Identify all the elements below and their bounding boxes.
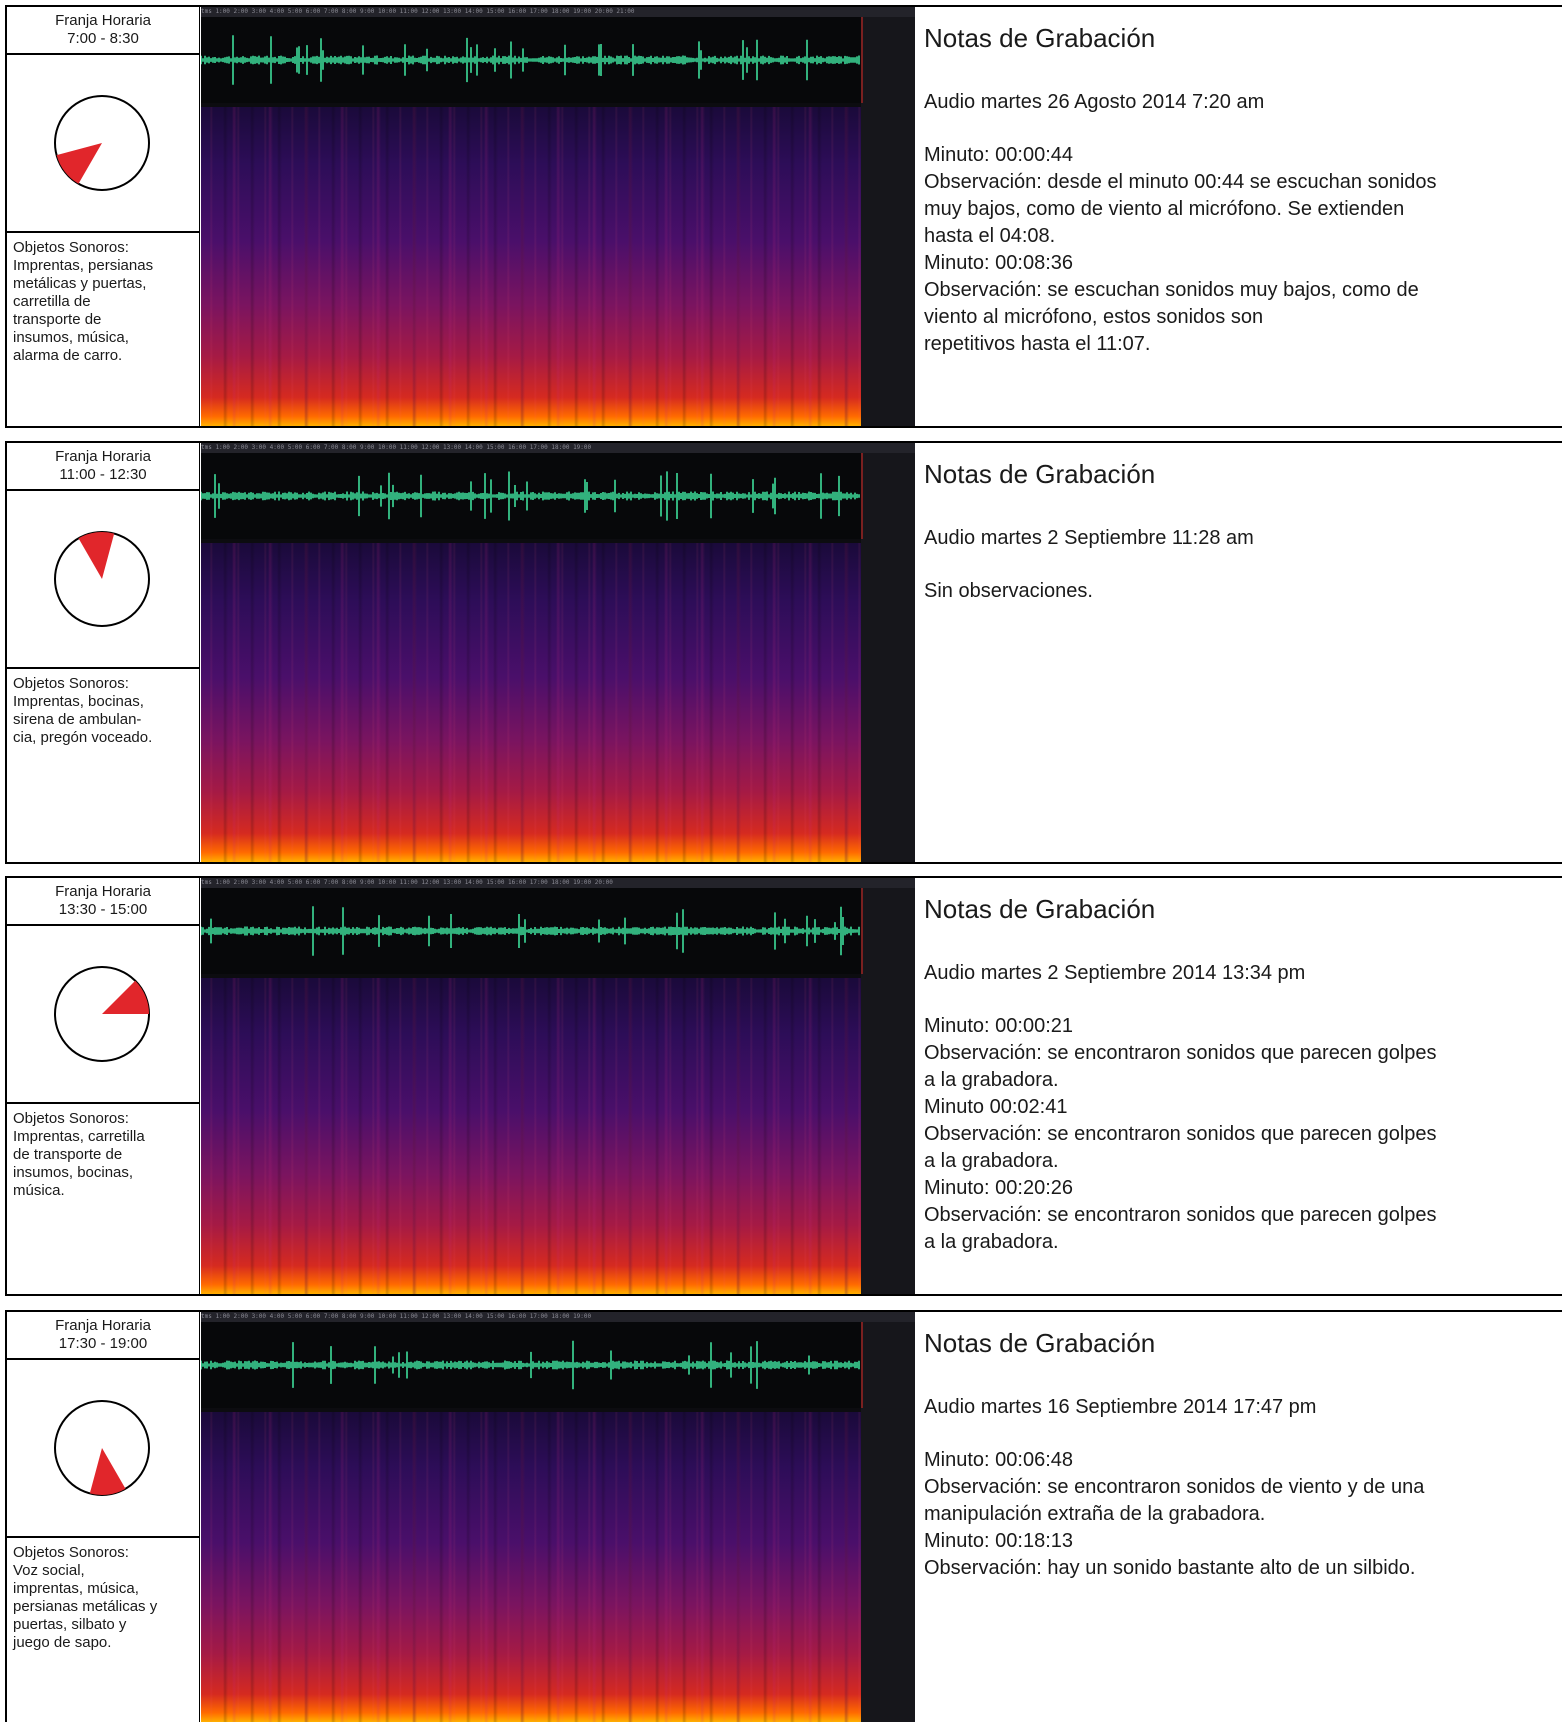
audio-editor-view[interactable]: tms 1:00 2:00 3:00 4:00 5:00 6:00 7:00 8… — [201, 1312, 915, 1722]
time-slot-wedge — [102, 980, 149, 1014]
time-slot-range: 13:30 - 15:00 — [58, 901, 148, 918]
time-slot-header: Franja Horaria 7:00 - 8:30 — [7, 7, 199, 55]
time-slot-range: 7:00 - 8:30 — [67, 30, 139, 47]
timeline-ruler[interactable]: tms 1:00 2:00 3:00 4:00 5:00 6:00 7:00 8… — [201, 878, 915, 888]
audio-date: Audio martes 26 Agosto 2014 7:20 am — [924, 91, 1265, 113]
clock-icon — [54, 531, 150, 627]
time-slot-label: Franja Horaria — [55, 12, 151, 29]
time-slot-range: 11:00 - 12:30 — [59, 466, 147, 483]
waveform[interactable] — [201, 453, 861, 539]
waveform-graphic — [201, 471, 860, 521]
level-meter — [861, 17, 915, 426]
waveform-trace — [201, 471, 860, 521]
recording-row-2: Franja Horaria 11:00 - 12:30 Objetos Son… — [5, 441, 1562, 864]
time-slot-label: Franja Horaria — [55, 883, 151, 900]
notes-title: Notas de Grabación — [924, 23, 1156, 53]
meter-line — [861, 453, 863, 539]
clock-diagram — [7, 55, 199, 233]
clock-diagram — [7, 926, 199, 1104]
level-meter — [861, 888, 915, 1294]
time-slot-wedge — [78, 532, 115, 579]
time-slot-range: 17:30 - 19:00 — [58, 1335, 148, 1352]
meter-line — [861, 888, 863, 974]
spectrogram[interactable] — [201, 978, 861, 1294]
meter-line — [861, 17, 863, 103]
timeline-ruler[interactable]: tms 1:00 2:00 3:00 4:00 5:00 6:00 7:00 8… — [201, 443, 915, 453]
observations: Minuto: 00:00:21 Observación: se encontr… — [924, 1015, 1437, 1253]
time-slot-wedge — [56, 143, 102, 184]
timeline-ruler[interactable]: tms 1:00 2:00 3:00 4:00 5:00 6:00 7:00 8… — [201, 7, 915, 17]
time-slot-column: Franja Horaria 11:00 - 12:30 Objetos Son… — [7, 443, 200, 862]
recording-notes: Notas de Grabación Audio martes 2 Septie… — [924, 878, 1562, 1294]
audio-editor-view[interactable]: tms 1:00 2:00 3:00 4:00 5:00 6:00 7:00 8… — [201, 443, 915, 862]
observations: Sin observaciones. — [924, 580, 1093, 602]
waveform-trace — [201, 906, 860, 956]
recording-row-3: Franja Horaria 13:30 - 15:00 Objetos Son… — [5, 876, 1562, 1296]
time-slot-column: Franja Horaria 7:00 - 8:30 Objetos Sonor… — [7, 7, 200, 426]
recording-notes: Notas de Grabación Audio martes 26 Agost… — [924, 7, 1562, 426]
recording-notes: Notas de Grabación Audio martes 2 Septie… — [924, 443, 1562, 862]
sound-objects: Objetos Sonoros: Imprentas, persianas me… — [13, 239, 154, 364]
time-slot-header: Franja Horaria 13:30 - 15:00 — [7, 878, 199, 926]
waveform[interactable] — [201, 888, 861, 974]
time-slot-label: Franja Horaria — [55, 448, 151, 465]
recording-notes: Notas de Grabación Audio martes 16 Septi… — [924, 1312, 1562, 1722]
time-slot-column: Franja Horaria 13:30 - 15:00 Objetos Son… — [7, 878, 200, 1294]
sound-objects: Objetos Sonoros: Imprentas, bocinas, sir… — [13, 675, 153, 746]
sound-objects: Objetos Sonoros: Imprentas, carretilla d… — [13, 1110, 145, 1199]
clock-icon — [54, 1400, 150, 1496]
observations: Minuto: 00:06:48 Observación: se encontr… — [924, 1449, 1425, 1579]
notes-title: Notas de Grabación — [924, 894, 1156, 924]
sound-objects: Objetos Sonoros: Voz social, imprentas, … — [13, 1544, 158, 1651]
observations: Minuto: 00:00:44 Observación: desde el m… — [924, 144, 1437, 355]
audio-date: Audio martes 16 Septiembre 2014 17:47 pm — [924, 1396, 1317, 1418]
waveform-trace — [201, 35, 860, 85]
waveform-graphic — [201, 35, 860, 85]
meter-line — [861, 1322, 863, 1408]
timeline-ruler[interactable]: tms 1:00 2:00 3:00 4:00 5:00 6:00 7:00 8… — [201, 1312, 915, 1322]
waveform[interactable] — [201, 1322, 861, 1408]
audio-editor-view[interactable]: tms 1:00 2:00 3:00 4:00 5:00 6:00 7:00 8… — [201, 878, 915, 1294]
level-meter — [861, 1322, 915, 1722]
clock-diagram — [7, 491, 199, 669]
notes-title: Notas de Grabación — [924, 1328, 1156, 1358]
spectrogram[interactable] — [201, 107, 861, 426]
spectrogram[interactable] — [201, 543, 861, 862]
time-slot-header: Franja Horaria 11:00 - 12:30 — [7, 443, 199, 491]
waveform-graphic — [201, 1340, 860, 1390]
time-slot-column: Franja Horaria 17:30 - 19:00 Objetos Son… — [7, 1312, 200, 1722]
clock-icon — [54, 966, 150, 1062]
waveform-graphic — [201, 906, 860, 956]
clock-diagram — [7, 1360, 199, 1538]
audio-editor-view[interactable]: tms 1:00 2:00 3:00 4:00 5:00 6:00 7:00 8… — [201, 7, 915, 426]
notes-title: Notas de Grabación — [924, 459, 1156, 489]
spectrogram[interactable] — [201, 1412, 861, 1722]
time-slot-wedge — [89, 1448, 126, 1495]
time-slot-header: Franja Horaria 17:30 - 19:00 — [7, 1312, 199, 1360]
time-slot-label: Franja Horaria — [55, 1317, 151, 1334]
level-meter — [861, 453, 915, 862]
recording-row-4: Franja Horaria 17:30 - 19:00 Objetos Son… — [5, 1310, 1562, 1722]
clock-icon — [54, 95, 150, 191]
waveform-trace — [201, 1340, 860, 1390]
audio-date: Audio martes 2 Septiembre 11:28 am — [924, 527, 1254, 549]
waveform[interactable] — [201, 17, 861, 103]
audio-date: Audio martes 2 Septiembre 2014 13:34 pm — [924, 962, 1306, 984]
recording-row-1: Franja Horaria 7:00 - 8:30 Objetos Sonor… — [5, 5, 1562, 428]
